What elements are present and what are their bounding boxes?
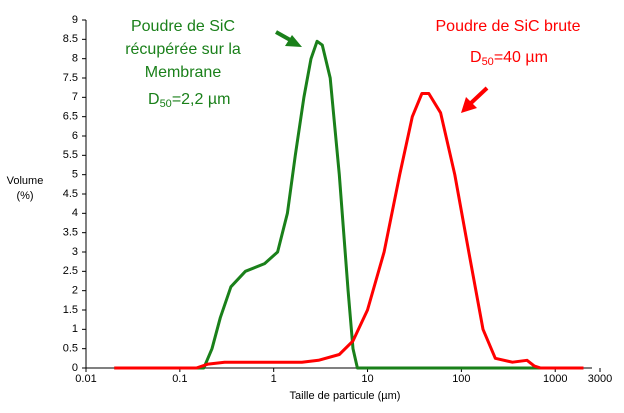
d: D [470, 49, 482, 66]
y-tick-label: 4 [72, 207, 78, 219]
y-tick-label: 8.5 [63, 33, 78, 45]
d: D [148, 91, 160, 108]
x-tick-label: 1000 [543, 373, 567, 385]
x-tick-label: 100 [452, 373, 470, 385]
x-tick-label: 0.01 [75, 373, 96, 385]
y-tick-label: 4.5 [63, 188, 78, 200]
x-tick-label: 0.1 [172, 373, 187, 385]
y-axis-label: (%) [16, 190, 33, 202]
arrowhead-red [461, 97, 477, 113]
y-tick-label: 5 [72, 169, 78, 181]
y-tick-label: 9 [72, 14, 78, 26]
line [114, 39, 584, 370]
annotation-d50: D50=40 µm [470, 49, 548, 68]
arrows [275, 30, 489, 113]
y-tick-label: 2.5 [63, 265, 78, 277]
y-tick-label: 1 [72, 323, 78, 335]
annotation-d50: D50=2,2 µm [148, 91, 230, 110]
sub: 50 [482, 56, 494, 68]
annotation-red: Poudre de SiC brute D50=40 µm [436, 18, 581, 68]
x-tick-label: 1 [271, 373, 277, 385]
annotation-green: Poudre de SiC récupérée sur la Membrane … [125, 18, 241, 110]
arrow-red [469, 86, 489, 105]
y-tick-label: 8 [72, 53, 78, 65]
annotation-text: Poudre de SiC [131, 18, 235, 35]
rest: =2,2 µm [172, 91, 231, 108]
y-tick-label: 5.5 [63, 149, 78, 161]
y-tick-label: 3.5 [63, 227, 78, 239]
x-tick-label: 3000 [588, 373, 612, 385]
y-tick-label: 0.5 [63, 343, 78, 355]
x-axis-label: Taille de particule (µm) [290, 390, 401, 402]
line [114, 92, 584, 370]
y-tick-label: 0 [72, 362, 78, 374]
sub: 50 [160, 98, 172, 110]
x-tick-label: 10 [361, 373, 373, 385]
y-axis-label: Volume [7, 175, 44, 187]
y-tick-label: 6 [72, 130, 78, 142]
arrowhead-green [285, 35, 302, 47]
y-tick-label: 7 [72, 91, 78, 103]
annotation-text: récupérée sur la [125, 41, 241, 58]
rest: =40 µm [494, 49, 548, 66]
y-tick-label: 3 [72, 246, 78, 258]
y-tick-label: 2 [72, 285, 78, 297]
y-tick-label: 7.5 [63, 72, 78, 84]
annotation-text: Membrane [145, 64, 222, 81]
annotation-text: Poudre de SiC brute [436, 18, 581, 35]
y-tick-label: 1.5 [63, 304, 78, 316]
y-tick-label: 6.5 [63, 111, 78, 123]
